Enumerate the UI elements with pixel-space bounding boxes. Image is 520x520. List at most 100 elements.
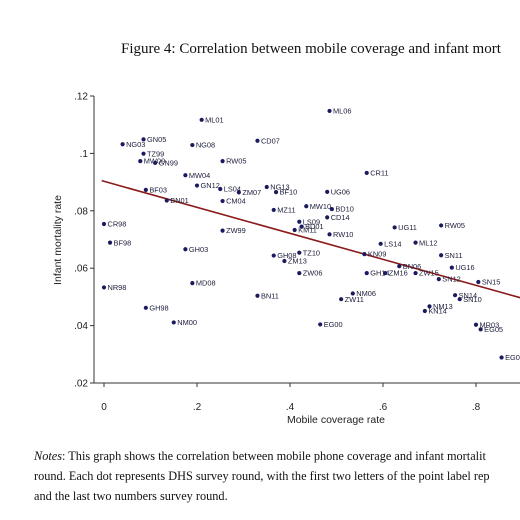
point-label: BN01	[170, 196, 189, 205]
point-label: KM11	[298, 226, 317, 235]
point-label: RW05	[445, 221, 465, 230]
data-point	[236, 190, 241, 195]
notes-line-2: round. Each dot represents DHS survey ro…	[34, 469, 490, 483]
point-label: SN10	[463, 295, 482, 304]
point-label: GH03	[189, 245, 208, 254]
point-label: EG00	[324, 320, 343, 329]
data-point	[413, 240, 418, 245]
data-point	[318, 322, 323, 327]
point-label: CD07	[261, 136, 280, 145]
data-point	[327, 232, 332, 237]
data-point	[452, 293, 458, 298]
point-label: CD14	[331, 213, 350, 222]
point-label: ZM13	[288, 257, 307, 266]
data-point	[138, 159, 143, 164]
point-label: GN05	[147, 135, 166, 144]
point-label: BD10	[335, 205, 354, 214]
y-tick-label: .02	[74, 379, 88, 390]
data-point	[304, 204, 309, 209]
point-label: ML06	[333, 107, 352, 116]
data-point	[220, 159, 225, 164]
data-point	[297, 250, 302, 255]
data-point	[329, 206, 334, 212]
data-point	[143, 187, 148, 192]
data-point	[449, 265, 454, 270]
data-point	[190, 142, 195, 148]
y-tick-label: .06	[74, 264, 88, 275]
point-label: ZW99	[226, 226, 246, 235]
point-label: MZ11	[277, 206, 295, 215]
point-label: BF10	[280, 188, 298, 197]
point-label: NM06	[356, 289, 376, 298]
data-point	[220, 198, 225, 204]
x-tick-label: .8	[472, 402, 481, 413]
point-label: ML12	[419, 238, 438, 247]
data-point	[255, 293, 260, 298]
data-point	[476, 279, 481, 285]
data-point	[282, 258, 287, 264]
point-label: UG06	[331, 187, 350, 196]
point-label: UG11	[398, 223, 417, 232]
data-point	[271, 253, 276, 258]
data-point	[164, 198, 169, 203]
y-tick-label: .04	[74, 321, 88, 332]
x-tick-label: .4	[286, 402, 295, 413]
fitted-regression-line	[101, 179, 520, 299]
point-label: NM00	[177, 318, 197, 327]
point-label: BF98	[114, 238, 132, 247]
data-point	[364, 270, 369, 276]
point-label: SN12	[442, 275, 461, 284]
point-label: CR11	[370, 169, 388, 178]
data-point	[292, 227, 297, 233]
data-point	[350, 291, 355, 296]
point-label: NR98	[108, 283, 127, 292]
x-axis-title: Mobile coverage rate	[287, 414, 385, 426]
point-label: ZW11	[345, 295, 364, 304]
point-label: MW10	[310, 202, 331, 211]
point-label: MR03	[480, 320, 500, 329]
point-label: CM04	[226, 197, 246, 206]
data-point	[120, 142, 125, 147]
data-point	[339, 297, 344, 302]
y-axis-title: Infant mortality rate	[52, 195, 64, 285]
chart-axes: .02 .04 .06 .08 .1 .12 0 .2 .4 .6 .8 Mobile cover…	[52, 92, 520, 426]
point-label: BN11	[261, 291, 279, 300]
point-label: UG16	[455, 263, 474, 272]
data-points: ML06ML01GN05NG03NG08CD07TZ99MW00GN99RW05…	[101, 107, 520, 362]
data-point	[271, 207, 276, 213]
data-point	[255, 138, 260, 143]
data-point	[422, 308, 427, 314]
x-tick-label: .2	[193, 402, 202, 413]
data-point	[143, 305, 148, 310]
x-tick-label: .6	[379, 402, 388, 413]
figure-caption: Figure 4: Correlation between mobile cov…	[121, 41, 501, 57]
data-point	[183, 247, 188, 252]
point-label: GN12	[201, 181, 220, 190]
data-point	[297, 219, 302, 224]
data-point	[194, 183, 200, 188]
data-point	[436, 277, 441, 282]
point-label: GH14	[370, 269, 389, 278]
point-label: GH98	[149, 303, 168, 312]
y-axis-ticks: .02 .04 .06 .08 .1 .12	[74, 92, 94, 390]
data-point	[364, 170, 369, 176]
data-point	[325, 215, 330, 220]
point-label: GN99	[159, 158, 178, 167]
point-label: TZ99	[147, 149, 164, 158]
data-point	[299, 224, 304, 229]
point-label: ZM07	[242, 188, 261, 197]
figure-notes: Notes: This graph shows the correlation …	[34, 446, 520, 506]
data-point	[439, 223, 444, 228]
data-point	[220, 228, 225, 233]
point-label: CR98	[108, 220, 127, 229]
notes-line-1: Notes: This graph shows the correlation …	[34, 446, 520, 466]
data-point	[297, 270, 302, 276]
point-label: BD01	[305, 222, 324, 231]
data-point	[457, 297, 462, 302]
point-label: MD08	[196, 279, 216, 288]
point-label: MW04	[189, 171, 210, 180]
data-point	[413, 270, 418, 276]
data-point	[325, 189, 330, 194]
point-label: KN14	[428, 307, 447, 316]
point-label: ZW06	[303, 269, 323, 278]
